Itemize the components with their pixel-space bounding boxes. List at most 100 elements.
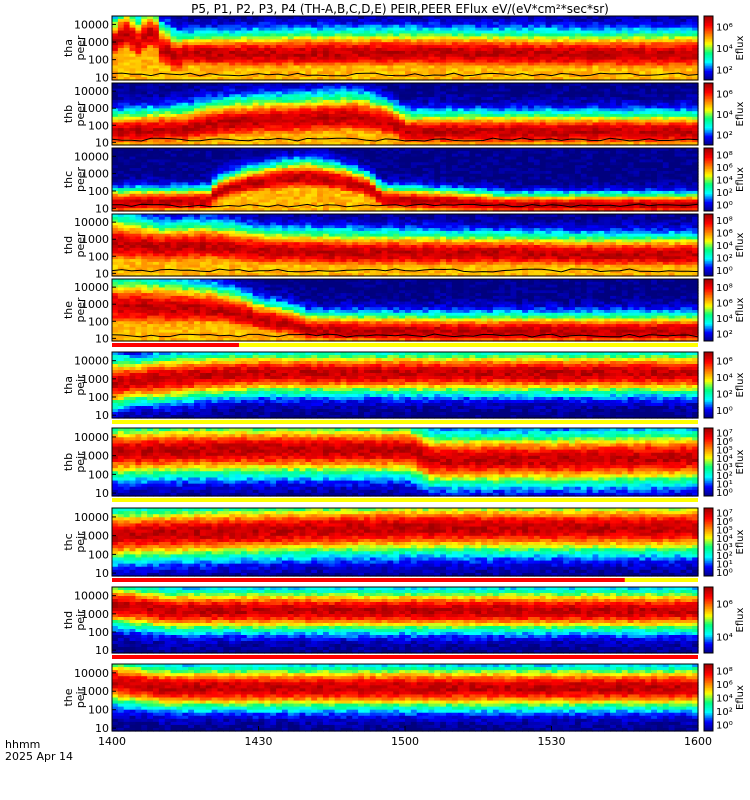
- spectrogram-cell: [147, 48, 154, 52]
- spectrogram-cell: [129, 136, 137, 140]
- spectrogram-cell: [281, 27, 289, 32]
- spectrogram-cell: [311, 65, 318, 69]
- spectrogram-cell: [258, 48, 265, 52]
- spectrogram-cell: [399, 56, 406, 61]
- spectrogram-cell: [229, 27, 236, 32]
- spectrogram-cell: [170, 105, 178, 109]
- spectrogram-cell: [322, 36, 330, 40]
- spectrogram-cell: [410, 30, 418, 35]
- spectrogram-cell: [176, 36, 183, 40]
- spectrogram-cell: [158, 130, 166, 135]
- spectrogram-cell: [158, 62, 166, 67]
- spectrogram-cell: [668, 16, 676, 20]
- spectrogram-cell: [153, 36, 160, 40]
- spectrogram-cell: [510, 59, 517, 64]
- spectrogram-cell: [645, 21, 652, 26]
- spectrogram-cell: [211, 128, 219, 132]
- spectrogram-cell: [164, 139, 172, 143]
- spectrogram-cell: [428, 56, 435, 61]
- spectrogram-cell: [627, 39, 635, 43]
- spectrogram-cell: [574, 18, 582, 23]
- spectrogram-cell: [199, 83, 207, 87]
- spectrogram-cell: [610, 65, 617, 69]
- spectrogram-cell: [112, 85, 119, 90]
- spectrogram-cell: [129, 128, 137, 132]
- spectrogram-cell: [270, 74, 277, 78]
- spectrogram-cell: [680, 68, 687, 72]
- spectrogram-cell: [223, 99, 230, 104]
- spectrogram-cell: [252, 62, 260, 67]
- spectrogram-cell: [276, 48, 283, 52]
- spectrogram-cell: [399, 36, 406, 40]
- spectrogram-cell: [281, 83, 289, 87]
- spectrogram-cell: [170, 77, 178, 81]
- spectrogram-cell: [639, 16, 646, 20]
- spectrogram-cell: [135, 62, 142, 67]
- spectrogram-cell: [123, 111, 131, 115]
- spectrogram-cell: [334, 33, 342, 37]
- spectrogram-cell: [469, 53, 476, 58]
- spectrogram-cell: [674, 74, 682, 78]
- spectrogram-cell: [322, 24, 330, 29]
- spectrogram-cell: [346, 21, 353, 26]
- spectrogram-cell: [457, 33, 465, 37]
- spectrogram-cell: [492, 62, 500, 67]
- spectrogram-cell: [574, 59, 582, 64]
- spectrogram-cell: [112, 18, 119, 23]
- spectrogram-cell: [117, 128, 125, 132]
- spectrogram-cell: [270, 114, 277, 118]
- spectrogram-cell: [129, 133, 137, 138]
- spectrogram-cell: [399, 27, 406, 32]
- spectrogram-cell: [112, 139, 119, 143]
- spectrogram-cell: [334, 50, 342, 55]
- spectrogram-cell: [147, 50, 154, 55]
- spectrogram-cell: [510, 45, 517, 49]
- spectrogram-cell: [176, 74, 183, 78]
- spectrogram-cell: [334, 56, 342, 61]
- spectrogram-cell: [135, 105, 142, 109]
- spectrogram-cell: [504, 59, 512, 64]
- spectrogram-cell: [311, 53, 318, 58]
- spectrogram-cell: [129, 62, 137, 67]
- spectrogram-cell: [264, 59, 271, 64]
- spectrogram-cell: [662, 33, 670, 37]
- spectrogram-cell: [352, 74, 359, 78]
- spectrogram-cell: [469, 33, 476, 37]
- spectrogram-cell: [305, 108, 312, 112]
- spectrogram-cell: [182, 62, 189, 67]
- spectrogram-cell: [375, 50, 383, 55]
- spectrogram-cell: [487, 77, 494, 81]
- spectrogram-cell: [481, 36, 488, 40]
- spectrogram-cell: [639, 50, 646, 55]
- spectrogram-cell: [246, 88, 254, 93]
- spectrogram-cell: [264, 94, 271, 98]
- spectrogram-cell: [270, 99, 277, 104]
- spectrogram-cell: [117, 94, 125, 98]
- spectrogram-cell: [434, 50, 441, 55]
- spectrogram-cell: [481, 71, 488, 75]
- spectrogram-cell: [375, 33, 383, 37]
- spectrogram-cell: [369, 65, 377, 69]
- spectrogram-cell: [498, 50, 506, 55]
- spectrogram-cell: [123, 24, 131, 29]
- spectrogram-cell: [135, 99, 142, 104]
- spectrogram-cell: [164, 130, 172, 135]
- spectrogram-cell: [539, 65, 547, 69]
- spectrogram-cell: [586, 36, 594, 40]
- spectrogram-cell: [205, 102, 213, 107]
- spectrogram-cell: [287, 56, 295, 61]
- spectrogram-cell: [680, 39, 687, 43]
- spectrogram-cell: [205, 130, 213, 135]
- spectrogram-cell: [440, 50, 447, 55]
- spectrogram-cell: [545, 59, 553, 64]
- spectrogram-cell: [387, 68, 394, 72]
- spectrogram-cell: [141, 94, 148, 98]
- spectrogram-cell: [117, 97, 125, 101]
- spectrogram-cell: [551, 56, 558, 61]
- spectrogram-cell: [440, 53, 447, 58]
- spectrogram-cell: [317, 74, 324, 78]
- spectrogram-cell: [240, 102, 248, 107]
- spectrogram-cell: [340, 111, 347, 115]
- spectrogram-cell: [651, 18, 658, 23]
- spectrogram-cell: [276, 97, 283, 101]
